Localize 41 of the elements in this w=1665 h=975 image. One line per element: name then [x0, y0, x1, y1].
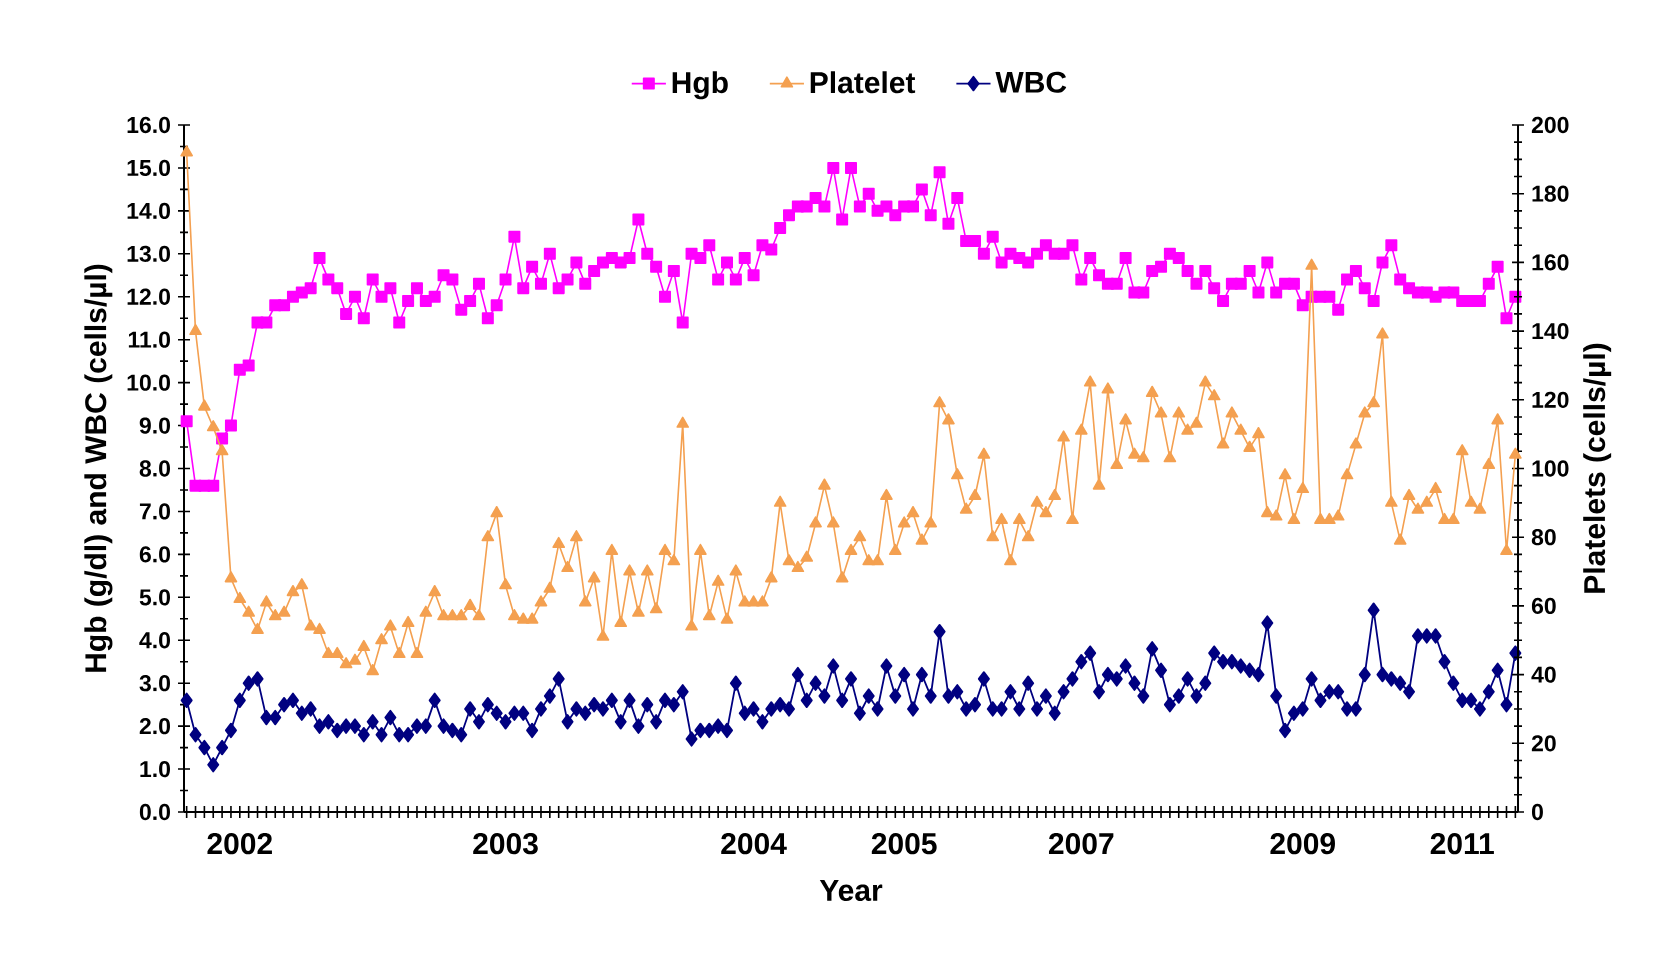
y-tick-label: 16.0 [127, 116, 170, 134]
x-tick-label: 2005 [871, 833, 937, 855]
y-tick-label: 0.0 [139, 803, 170, 821]
y2-tick-label: 100 [1532, 460, 1569, 477]
y-tick-label: 8.0 [139, 460, 170, 477]
y2-tick-label: 200 [1531, 116, 1569, 134]
y2-tick-label: 160 [1532, 254, 1569, 271]
y2-tick-label: 60 [1531, 597, 1556, 615]
x-tick-label: 2002 [207, 833, 272, 855]
y2-tick-label: 180 [1532, 185, 1569, 202]
y-tick-label: 6.0 [139, 546, 170, 563]
y2-tick-label: 40 [1531, 666, 1556, 683]
x-tick-label: 2007 [1048, 833, 1114, 855]
y2-tick-label: 80 [1531, 529, 1556, 546]
y-tick-label: 10.0 [127, 374, 170, 391]
x-tick-label: 2004 [721, 833, 787, 855]
x-axis-title: Year [819, 880, 883, 902]
y-tick-label: 14.0 [127, 202, 170, 220]
y2-tick-label: 120 [1532, 391, 1569, 408]
y2-tick-label: 20 [1531, 735, 1556, 752]
x-tick-label: 2011 [1430, 833, 1494, 855]
y-tick-label: 1.0 [140, 760, 170, 778]
y2-tick-label: 140 [1532, 322, 1569, 340]
y-tick-label: 3.0 [139, 675, 170, 692]
y-tick-label: 9.0 [139, 417, 170, 434]
y-axis-title: Hgb (g/dl) and WBC (cells/µl) [84, 264, 113, 672]
y-tick-label: 4.0 [139, 632, 170, 649]
x-tick-label: 2009 [1270, 833, 1335, 855]
y2-tick-label: 0 [1531, 803, 1543, 821]
y-tick-label: 2.0 [139, 717, 170, 735]
y2-axis-title: Platelets (cells/µl) [1583, 343, 1612, 593]
y-tick-label: 11.0 [128, 331, 170, 348]
legend-label: Platelet [810, 71, 916, 94]
x-tick-label: 2003 [473, 833, 538, 855]
y-tick-label: 15.0 [127, 159, 170, 177]
y-tick-label: 13.0 [127, 245, 170, 262]
legend-label: Hgb [672, 71, 728, 100]
y-tick-label: 12.0 [127, 288, 170, 305]
y-tick-label: 7.0 [139, 503, 170, 520]
legend-label: WBC [995, 71, 1067, 93]
y-tick-label: 5.0 [139, 589, 170, 606]
